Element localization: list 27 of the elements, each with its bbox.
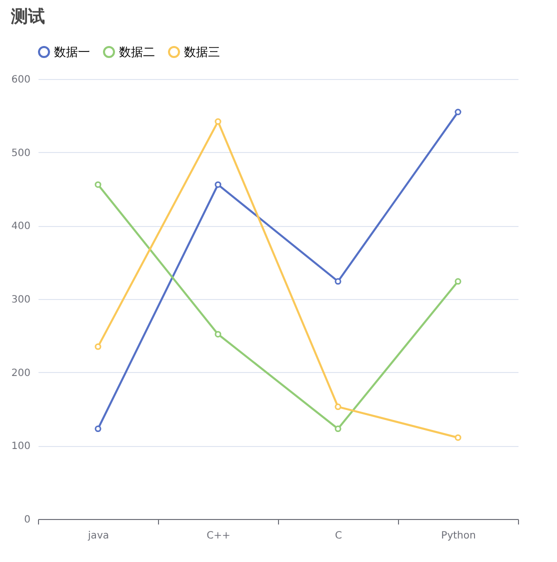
- point: [94, 181, 102, 188]
- chart-title: 测试: [10, 7, 45, 27]
- y-tick-label: 400: [11, 221, 30, 232]
- point: [94, 426, 102, 432]
- point: [94, 343, 102, 350]
- y-tick-label: 0: [24, 514, 30, 526]
- point: [214, 118, 222, 125]
- point: [214, 330, 222, 338]
- point: [454, 278, 462, 285]
- x-tick-label: java: [87, 530, 109, 542]
- legend-label: 数据三: [184, 45, 220, 59]
- y-tick-label: 300: [11, 294, 30, 306]
- y-tick-label: 100: [11, 441, 30, 452]
- point: [214, 181, 222, 188]
- point: [334, 404, 342, 410]
- y-tick-label: 200: [11, 368, 30, 379]
- point: [454, 108, 462, 116]
- x-tick-label: Python: [441, 530, 476, 542]
- x-tick-label: C: [335, 530, 342, 542]
- y-tick-label: 600: [11, 74, 30, 86]
- legend-label: 数据二: [119, 45, 155, 59]
- point: [334, 426, 342, 432]
- point: [334, 278, 342, 285]
- y-tick-label: 500: [11, 148, 30, 159]
- legend-label: 数据一: [54, 45, 90, 59]
- x-tick-label: C++: [206, 530, 230, 542]
- point: [454, 434, 462, 441]
